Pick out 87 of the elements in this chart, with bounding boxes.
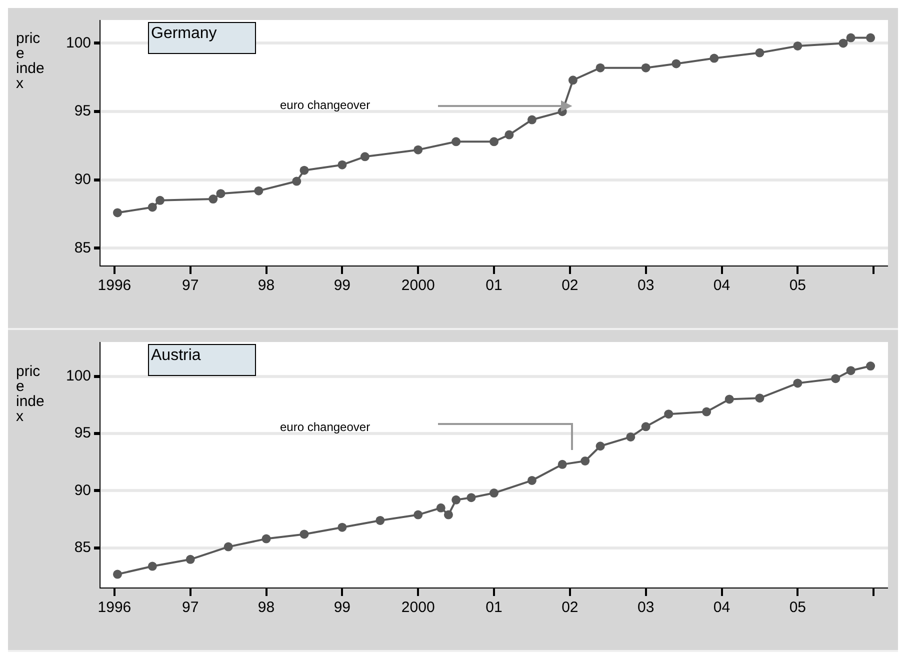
point bbox=[490, 488, 499, 498]
point bbox=[148, 562, 157, 571]
point bbox=[452, 495, 461, 504]
point bbox=[262, 534, 271, 544]
x-tick-label: 05 bbox=[789, 277, 806, 294]
x-tick-label: 05 bbox=[789, 599, 806, 616]
point bbox=[338, 522, 347, 532]
y-tick-label: 85 bbox=[74, 539, 92, 556]
point bbox=[338, 160, 347, 170]
point bbox=[224, 542, 233, 552]
point bbox=[414, 145, 423, 154]
title-box: Austria bbox=[148, 344, 256, 376]
point bbox=[208, 194, 218, 204]
point bbox=[414, 510, 423, 520]
x-tick-label: 04 bbox=[713, 277, 730, 294]
point bbox=[724, 394, 734, 404]
y-tick-label: 95 bbox=[74, 424, 92, 442]
x-tick-label: 03 bbox=[637, 277, 654, 294]
x-tick-label: 02 bbox=[562, 599, 578, 616]
point bbox=[672, 59, 681, 68]
point bbox=[292, 176, 302, 186]
title-box: Germany bbox=[148, 22, 256, 54]
x-tick-label: 1996 bbox=[98, 277, 132, 294]
point bbox=[838, 38, 848, 48]
point bbox=[112, 570, 122, 579]
x-tick-label: 99 bbox=[334, 599, 351, 616]
point bbox=[504, 130, 514, 140]
y-axis-title: price index bbox=[16, 362, 44, 425]
y-tick-label: 85 bbox=[74, 239, 92, 256]
point bbox=[580, 456, 590, 466]
point bbox=[846, 33, 856, 42]
point bbox=[300, 530, 309, 539]
point bbox=[360, 152, 370, 162]
point bbox=[755, 48, 764, 58]
point bbox=[466, 493, 476, 502]
x-tick-label: 1996 bbox=[98, 599, 132, 616]
point bbox=[527, 476, 536, 485]
point bbox=[710, 54, 719, 63]
x-tick-label: 01 bbox=[486, 599, 502, 616]
point bbox=[866, 33, 876, 42]
point bbox=[793, 41, 802, 50]
point bbox=[664, 410, 674, 419]
point bbox=[866, 362, 876, 371]
x-tick-label: 02 bbox=[562, 277, 578, 294]
x-tick-label: 97 bbox=[182, 277, 199, 294]
point bbox=[558, 460, 567, 469]
point bbox=[755, 394, 764, 403]
x-tick-label: 99 bbox=[334, 277, 351, 294]
point bbox=[186, 554, 195, 564]
point bbox=[148, 202, 157, 212]
point bbox=[436, 503, 446, 512]
point bbox=[831, 374, 840, 384]
y-tick-label: 90 bbox=[74, 482, 92, 499]
point bbox=[490, 137, 499, 146]
annotation: euro changeover bbox=[280, 98, 370, 112]
x-tick-label: 04 bbox=[713, 599, 730, 616]
x-tick-label: 2000 bbox=[401, 599, 435, 616]
point bbox=[216, 189, 226, 198]
y-tick-label: 100 bbox=[66, 34, 92, 52]
y-tick-label: 100 bbox=[66, 367, 92, 384]
point bbox=[444, 510, 453, 520]
point bbox=[641, 422, 650, 432]
point bbox=[112, 208, 122, 218]
point bbox=[254, 186, 264, 196]
point bbox=[452, 137, 461, 146]
x-tick-label: 97 bbox=[182, 599, 199, 616]
point bbox=[300, 166, 309, 175]
point bbox=[626, 432, 636, 442]
point bbox=[596, 63, 605, 72]
point bbox=[568, 76, 578, 85]
point bbox=[527, 115, 536, 124]
point bbox=[793, 378, 802, 388]
point bbox=[156, 196, 164, 205]
point bbox=[376, 516, 385, 525]
point bbox=[702, 407, 712, 416]
annotation: euro changeover bbox=[280, 420, 370, 434]
point bbox=[596, 442, 605, 451]
x-tick-label: 98 bbox=[258, 277, 275, 294]
y-tick-label: 90 bbox=[74, 171, 92, 188]
y-axis-title: price index bbox=[16, 30, 44, 92]
y-tick-label: 95 bbox=[74, 102, 92, 120]
x-tick-label: 2000 bbox=[401, 277, 435, 294]
point bbox=[641, 63, 650, 72]
point bbox=[846, 366, 856, 376]
x-tick-label: 03 bbox=[637, 599, 654, 616]
x-tick-label: 01 bbox=[486, 277, 502, 294]
x-tick-label: 98 bbox=[258, 599, 275, 616]
